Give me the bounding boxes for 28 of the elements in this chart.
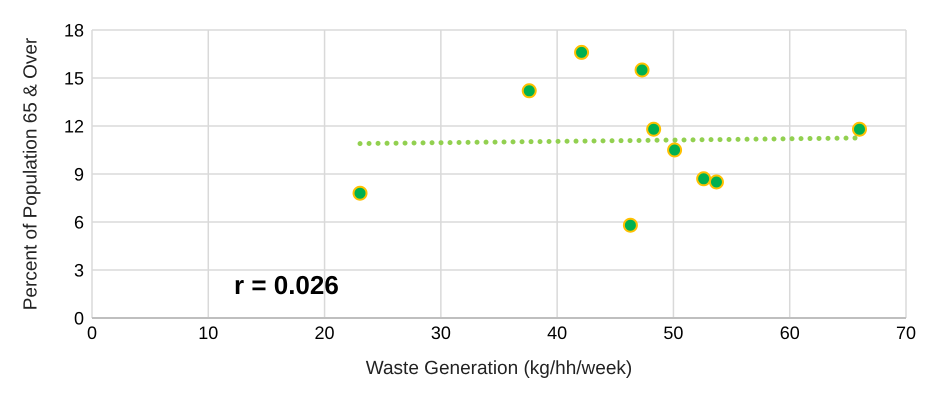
point bbox=[646, 122, 662, 137]
point bbox=[622, 218, 638, 233]
y-tick-label: 12 bbox=[64, 116, 84, 136]
x-tick-label: 70 bbox=[896, 322, 916, 343]
annotation: r = 0.026 bbox=[234, 270, 339, 301]
x-tick-label: 20 bbox=[314, 322, 335, 343]
x-tick-label: 30 bbox=[430, 322, 451, 343]
y-tick-label: 6 bbox=[74, 212, 84, 232]
point bbox=[708, 174, 724, 190]
x-tick-label: 40 bbox=[547, 322, 568, 343]
point bbox=[667, 142, 682, 158]
x-tick-label: 0 bbox=[86, 322, 98, 343]
y-tick-label: 18 bbox=[64, 20, 84, 40]
point bbox=[352, 186, 368, 201]
point bbox=[522, 83, 537, 98]
x-tick-label: 60 bbox=[780, 322, 800, 343]
point bbox=[574, 44, 590, 60]
x-tick-label: 50 bbox=[663, 322, 684, 343]
x-axis-title: Waste Generation (kg/hh/week) bbox=[366, 358, 632, 379]
y-tick-label: 0 bbox=[74, 308, 84, 328]
y-axis-title: Percent of Population 65 & Over bbox=[20, 37, 42, 310]
y-tick-label: 15 bbox=[64, 68, 84, 88]
point bbox=[852, 122, 867, 137]
point bbox=[696, 171, 712, 186]
y-tick-label: 3 bbox=[74, 260, 84, 280]
y-tick-label: 9 bbox=[74, 164, 84, 184]
x-tick-label: 10 bbox=[198, 322, 218, 343]
point bbox=[634, 62, 650, 78]
